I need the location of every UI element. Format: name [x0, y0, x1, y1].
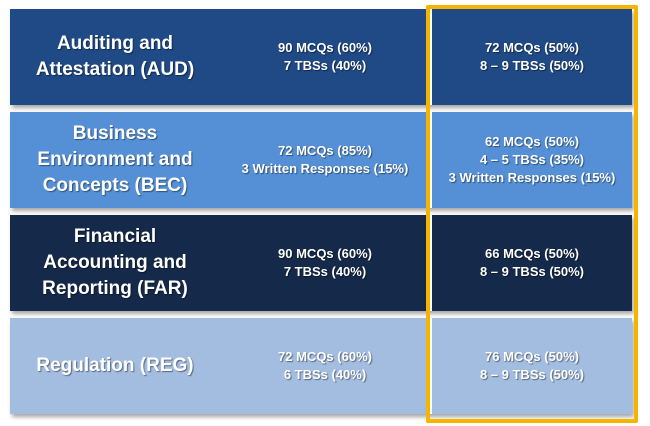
new-format-far: 66 MCQs (50%) 8 – 9 TBSs (50%) — [479, 246, 585, 279]
row-financial-accounting: Financial Accounting and Reporting (FAR)… — [10, 215, 632, 311]
column-divider — [430, 215, 432, 311]
section-name-reg: Regulation (REG) — [36, 355, 194, 376]
row-auditing-attestation: Auditing and Attestation (AUD) 90 MCQs (… — [10, 9, 632, 105]
new-format-aud: 72 MCQs (50%) 8 – 9 TBSs (50%) — [479, 40, 585, 73]
section-name-bec: Business Environment and Concepts (BEC) — [37, 123, 193, 196]
current-format-far: 90 MCQs (60%) 7 TBSs (40%) — [278, 246, 372, 279]
row-business-environment: Business Environment and Concepts (BEC) … — [10, 112, 632, 208]
new-format-reg: 76 MCQs (50%) 8 – 9 TBSs (50%) — [479, 349, 585, 382]
section-name-aud: Auditing and Attestation (AUD) — [35, 33, 195, 80]
new-format-bec: 62 MCQs (50%) 4 – 5 TBSs (35%) 3 Written… — [448, 134, 616, 185]
current-format-aud: 90 MCQs (60%) 7 TBSs (40%) — [278, 40, 372, 73]
section-name-far: Financial Accounting and Reporting (FAR) — [42, 226, 188, 299]
column-divider — [430, 9, 432, 105]
current-format-bec: 72 MCQs (85%) 3 Written Responses (15%) — [241, 143, 409, 176]
row-regulation: Regulation (REG) 72 MCQs (60%) 6 TBSs (4… — [10, 318, 632, 414]
column-divider — [430, 318, 432, 414]
current-format-reg: 72 MCQs (60%) 6 TBSs (40%) — [278, 349, 372, 382]
column-divider — [430, 112, 432, 208]
